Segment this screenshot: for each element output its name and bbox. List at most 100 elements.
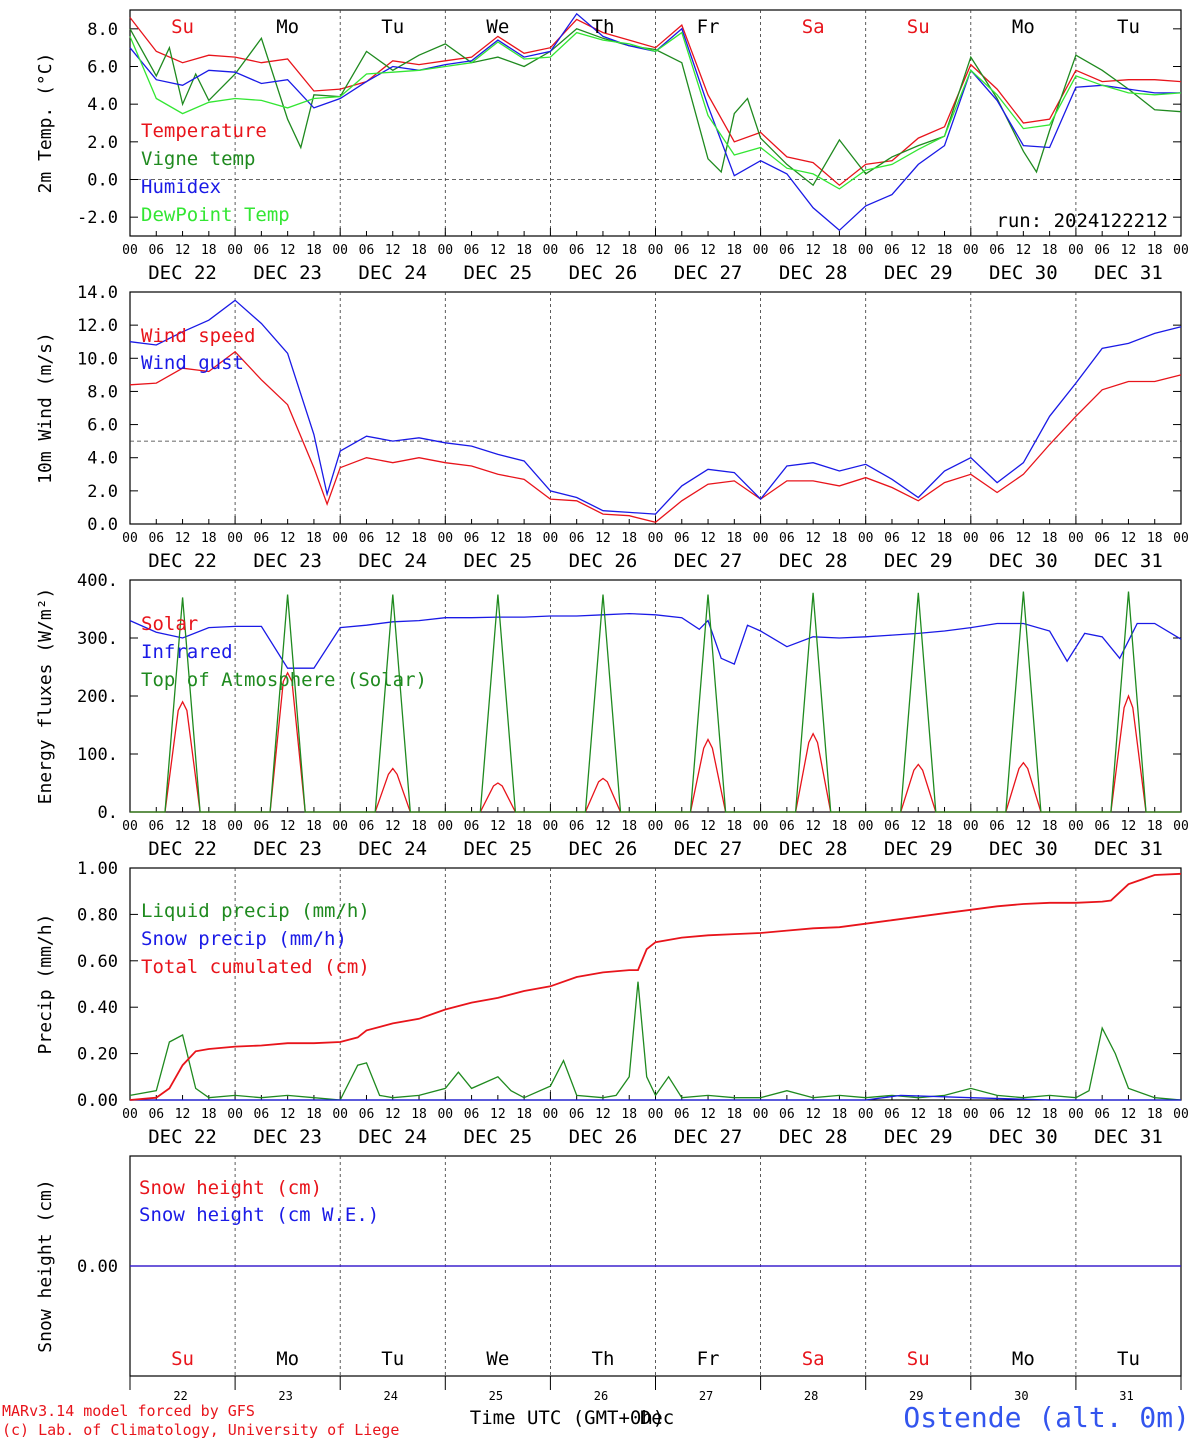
hour-tick-label: 18 xyxy=(411,243,427,258)
hour-tick-label: 18 xyxy=(726,819,742,834)
y-tick-label: 8.0 xyxy=(87,20,118,40)
date-label: DEC 24 xyxy=(358,838,427,860)
y-tick-label: 0.00 xyxy=(77,1091,118,1111)
hour-tick-label: 06 xyxy=(359,1107,375,1122)
y-tick-label: 4.0 xyxy=(87,95,118,115)
hour-tick-label: 06 xyxy=(569,531,585,546)
y-tick-label: 0.00 xyxy=(77,1257,118,1277)
hour-tick-label: 06 xyxy=(359,819,375,834)
date-label: DEC 27 xyxy=(674,262,743,284)
day-name-bottom: Th xyxy=(592,1348,615,1370)
hour-tick-label: 00 xyxy=(648,243,664,258)
day-name-bottom: Fr xyxy=(697,1348,720,1370)
hour-tick-label: 00 xyxy=(1068,531,1084,546)
hour-tick-label: 06 xyxy=(254,531,270,546)
hour-tick-label: 00 xyxy=(543,819,559,834)
hour-tick-label: 12 xyxy=(490,819,506,834)
hour-tick-label: 18 xyxy=(201,819,217,834)
day-name-top: Tu xyxy=(381,16,404,38)
hour-tick-label: 00 xyxy=(1068,819,1084,834)
hour-tick-label: 18 xyxy=(516,531,532,546)
hour-tick-label: 00 xyxy=(858,243,874,258)
hour-tick-label: 00 xyxy=(543,531,559,546)
hour-tick-label: 12 xyxy=(910,531,926,546)
hour-tick-label: 00 xyxy=(122,819,138,834)
legend-entry: Solar xyxy=(141,613,198,635)
series-line-3 xyxy=(130,591,1181,813)
date-label: DEC 28 xyxy=(779,838,848,860)
hour-tick-label: 00 xyxy=(753,531,769,546)
hour-tick-label: 06 xyxy=(148,531,164,546)
hour-tick-label: 18 xyxy=(201,1107,217,1122)
legend-entry: DewPoint Temp xyxy=(141,204,290,226)
day-name-bottom: Mo xyxy=(276,1348,299,1370)
y-tick-label: 8.0 xyxy=(87,382,118,402)
hour-tick-label: 12 xyxy=(385,531,401,546)
hour-tick-label: 12 xyxy=(280,1107,296,1122)
hour-tick-label: 00 xyxy=(1173,243,1189,258)
y-tick-label: 0.0 xyxy=(87,171,118,191)
date-label: DEC 24 xyxy=(358,262,427,284)
legend-entry: Liquid precip (mm/h) xyxy=(141,900,370,922)
hour-tick-label: 18 xyxy=(832,243,848,258)
hour-tick-label: 06 xyxy=(884,531,900,546)
date-label: DEC 30 xyxy=(989,838,1058,860)
hour-tick-label: 00 xyxy=(648,1107,664,1122)
x-axis-title: Time UTC (GMT+0h) xyxy=(470,1407,664,1429)
series-line-1 xyxy=(129,17,1182,187)
hour-tick-label: 18 xyxy=(1147,243,1163,258)
day-number: 24 xyxy=(384,1389,398,1403)
hour-tick-label: 18 xyxy=(621,1107,637,1122)
hour-tick-label: 12 xyxy=(805,819,821,834)
y-tick-label: 2.0 xyxy=(87,133,118,153)
hour-tick-label: 18 xyxy=(306,1107,322,1122)
run-label: run: 2024122212 xyxy=(996,210,1168,232)
date-label: DEC 26 xyxy=(569,550,638,572)
hour-tick-label: 00 xyxy=(227,819,243,834)
hour-tick-label: 00 xyxy=(753,1107,769,1122)
hour-tick-label: 00 xyxy=(648,819,664,834)
hour-tick-label: 00 xyxy=(122,531,138,546)
hour-tick-label: 18 xyxy=(306,531,322,546)
hour-tick-label: 06 xyxy=(989,531,1005,546)
date-label: DEC 29 xyxy=(884,838,953,860)
hour-tick-label: 06 xyxy=(674,243,690,258)
hour-tick-label: 06 xyxy=(989,243,1005,258)
hour-tick-label: 06 xyxy=(464,1107,480,1122)
hour-tick-label: 06 xyxy=(359,531,375,546)
legend-entry: Wind gust xyxy=(141,352,244,374)
hour-tick-label: 12 xyxy=(805,531,821,546)
day-name-top: Mo xyxy=(276,16,299,38)
hour-tick-label: 18 xyxy=(516,243,532,258)
hour-tick-label: 00 xyxy=(1068,243,1084,258)
y-tick-label: 12.0 xyxy=(77,316,118,336)
date-label: DEC 25 xyxy=(464,262,533,284)
y-tick-label: 0.80 xyxy=(77,905,118,925)
date-label: DEC 25 xyxy=(464,838,533,860)
date-label: DEC 30 xyxy=(989,1126,1058,1148)
y-tick-label: 0.40 xyxy=(77,998,118,1018)
hour-tick-label: 18 xyxy=(411,819,427,834)
hour-tick-label: 00 xyxy=(437,531,453,546)
hour-tick-label: 18 xyxy=(832,531,848,546)
hour-tick-label: 12 xyxy=(805,243,821,258)
hour-tick-label: 06 xyxy=(674,531,690,546)
date-label: DEC 31 xyxy=(1094,262,1163,284)
date-label: DEC 24 xyxy=(358,1126,427,1148)
hour-tick-label: 00 xyxy=(753,243,769,258)
y-axis-title: Energy fluxes (W/m²) xyxy=(35,588,56,805)
panel-3: 400. 300. 200. 100. 0. Energy fluxes (W/m²) 00… xyxy=(35,571,1189,860)
hour-tick-label: 06 xyxy=(254,243,270,258)
legend-entry: Infrared xyxy=(141,641,233,663)
hour-tick-label: 12 xyxy=(385,1107,401,1122)
day-name-bottom: Mo xyxy=(1012,1348,1035,1370)
date-label: DEC 22 xyxy=(148,1126,217,1148)
hour-tick-label: 18 xyxy=(411,1107,427,1122)
hour-tick-label: 06 xyxy=(779,819,795,834)
date-label: DEC 23 xyxy=(253,550,322,572)
hour-tick-label: 00 xyxy=(332,819,348,834)
hour-tick-label: 18 xyxy=(306,243,322,258)
hour-tick-label: 06 xyxy=(674,819,690,834)
hour-tick-label: 00 xyxy=(122,1107,138,1122)
